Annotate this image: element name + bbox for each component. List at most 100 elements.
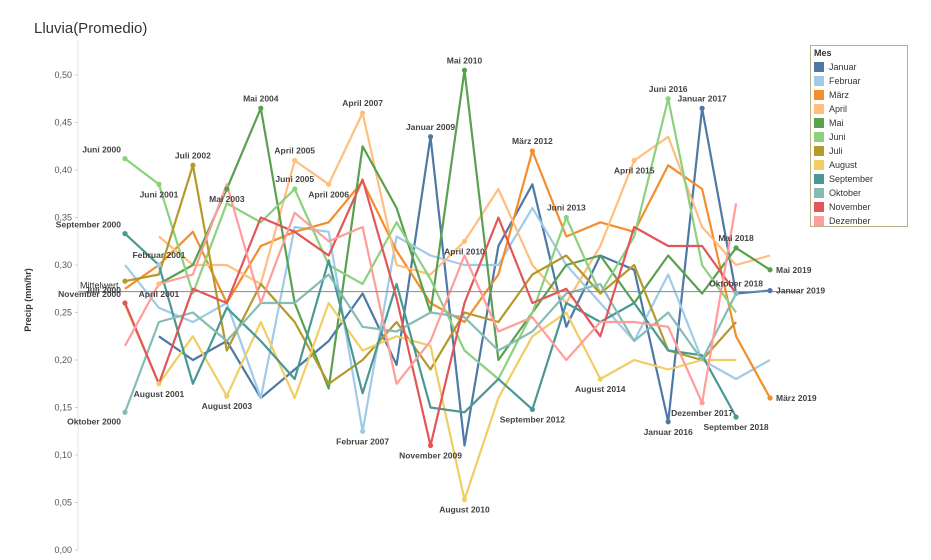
legend-swatch [814, 146, 824, 156]
legend-swatch [814, 62, 824, 72]
annotation-point [733, 414, 739, 420]
annotation-label: Dezember 2017 [671, 408, 733, 418]
annotation-label: September 2012 [500, 414, 565, 424]
legend-swatch [814, 216, 824, 226]
annotation-point [733, 290, 739, 297]
annotation-point [122, 409, 128, 415]
annotation-label: Mai 2003 [209, 194, 245, 204]
annotation-point [156, 281, 162, 287]
legend-label: Januar [829, 62, 857, 72]
annotation-point [427, 134, 434, 140]
legend-label: Mai [829, 118, 844, 128]
annotation-label: Mai 2019 [776, 265, 812, 275]
annotation-label: September 2000 [56, 220, 121, 230]
legend-swatch [814, 188, 824, 198]
legend-item-oktober[interactable]: Oktober [814, 186, 904, 200]
legend-label: Juli [829, 146, 843, 156]
annotation-label: Juni 2005 [275, 174, 314, 184]
annotation-point [156, 181, 162, 187]
legend-items: Januar Februar März April Mai Juni Juli August S… [814, 60, 904, 228]
annotation-point [699, 400, 705, 406]
annotation-label: September 2018 [703, 422, 768, 432]
annotation-label: August 2014 [575, 384, 626, 394]
series-line-juni [124, 97, 737, 381]
annotation-label: Januar 2016 [644, 427, 693, 437]
annotation-label: November 2000 [58, 289, 121, 299]
series-line-oktober [123, 273, 738, 413]
legend-swatch [814, 174, 824, 184]
y-tick-label: 0,20 [54, 355, 72, 365]
annotation-point [360, 428, 366, 434]
y-tick-label: 0,40 [54, 165, 72, 175]
legend-item-september[interactable]: September [814, 172, 904, 186]
annotation-label: Juni 2016 [649, 84, 688, 94]
annotation-label: Oktober 2018 [709, 279, 763, 289]
annotation-point [190, 162, 196, 168]
annotation-label: April 2015 [614, 166, 655, 176]
series-line-juli [124, 164, 737, 385]
reference-line-label: Mittelwert [80, 281, 119, 291]
annotation-label: November 2009 [399, 451, 462, 461]
legend-item-juli[interactable]: Juli [814, 144, 904, 158]
annotation-point [529, 148, 535, 154]
series-line-april [158, 111, 771, 305]
legend-swatch [814, 132, 824, 142]
annotation-point [563, 214, 569, 221]
annotation-point [224, 393, 230, 399]
annotation-label: Oktober 2000 [67, 416, 121, 426]
series-line-mai [158, 69, 771, 390]
annotation-label: März 2012 [512, 136, 553, 146]
annotation-point [699, 105, 705, 111]
legend-item-dezember[interactable]: Dezember [814, 214, 904, 228]
annotation-point [156, 262, 162, 268]
legend-swatch [814, 202, 824, 212]
legend-item-november[interactable]: November [814, 200, 904, 214]
annotation-point [258, 105, 264, 111]
y-tick-label: 0,50 [54, 70, 72, 80]
legend-item-märz[interactable]: März [814, 88, 904, 102]
legend-item-mai[interactable]: Mai [814, 116, 904, 130]
y-tick-label: 0,25 [54, 308, 72, 318]
annotation-label: August 2001 [134, 389, 185, 399]
annotation-point [122, 300, 128, 306]
legend-label: Dezember [829, 216, 871, 226]
annotation-point [326, 181, 332, 187]
annotation-label: August 2003 [202, 401, 253, 411]
legend-title: Mes [814, 48, 832, 58]
annotation-point [665, 419, 671, 425]
annotation-label: Januar 2017 [678, 93, 727, 103]
legend-label: Februar [829, 76, 861, 86]
legend-swatch [814, 104, 824, 114]
legend-label: November [829, 202, 871, 212]
y-tick-label: 0,30 [54, 260, 72, 270]
annotation-label: Mai 2010 [447, 55, 483, 65]
legend-swatch [814, 118, 824, 128]
annotation-label: Juni 2013 [547, 203, 586, 213]
reference-line-group: Mittelwert [78, 281, 800, 293]
annotation-label: April 2010 [444, 246, 485, 256]
series-line-september [124, 232, 738, 418]
legend-label: Oktober [829, 188, 862, 198]
series-line-januar [158, 107, 771, 447]
annotation-label: Juni 2001 [140, 189, 179, 199]
annotation-point [597, 376, 603, 382]
y-tick-label: 0,35 [54, 213, 72, 223]
y-tick-label: 0,10 [54, 450, 72, 460]
annotation-point [767, 395, 773, 401]
legend-item-august[interactable]: August [814, 158, 904, 172]
annotation-label: April 2006 [308, 189, 349, 199]
legend-label: März [829, 90, 849, 100]
legend-item-januar[interactable]: Januar [814, 60, 904, 74]
y-tick-label: 0,05 [54, 498, 72, 508]
annotation-label: April 2007 [342, 98, 383, 108]
y-tick-label: 0,45 [54, 118, 72, 128]
annotation-point [224, 186, 230, 192]
legend-item-april[interactable]: April [814, 102, 904, 116]
series-line-februar [124, 206, 771, 433]
legend-item-februar[interactable]: Februar [814, 74, 904, 88]
chart-title: Lluvia(Promedio) [34, 20, 148, 37]
annotation-point [292, 186, 298, 192]
legend-item-juni[interactable]: Juni [814, 130, 904, 144]
legend-label: Juni [829, 132, 846, 142]
annotation-label: Februar 2007 [336, 436, 389, 446]
